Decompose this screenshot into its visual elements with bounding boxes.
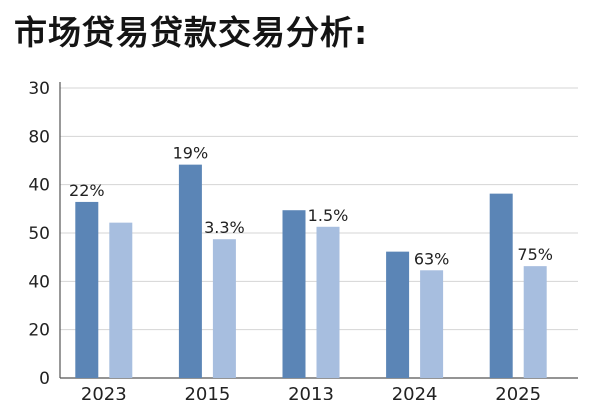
bar-layer (75, 164, 547, 378)
data-label: 63% (414, 249, 450, 268)
data-label: 3.3% (204, 218, 245, 237)
data-label: 19% (173, 144, 209, 163)
x-tick-label: 2023 (81, 384, 127, 400)
bar (282, 210, 306, 378)
bar (316, 226, 340, 378)
y-tick-label: 80 (28, 127, 50, 147)
y-tick-label: 50 (28, 224, 50, 244)
axis-layer: 0 20 40 50 40 80 30 2023 2015 2013 2024 2025 (28, 79, 578, 400)
bar (75, 201, 99, 378)
y-tick-label: 20 (28, 321, 50, 341)
label-layer: 22% 19% 3.3% 1.5% 63% 75% (69, 144, 553, 269)
bar (523, 266, 547, 378)
bar (109, 222, 133, 378)
y-tick-label: 30 (28, 79, 50, 99)
bar (386, 251, 410, 378)
chart-title: 市场贷易贷款交易分析: (14, 13, 369, 52)
y-tick-label: 40 (28, 272, 50, 292)
x-tick-label: 2025 (495, 384, 541, 400)
bar (420, 270, 444, 378)
y-tick-label: 0 (39, 369, 50, 389)
data-label: 75% (517, 245, 553, 264)
x-tick-label: 2013 (288, 384, 334, 400)
data-label: 1.5% (308, 206, 349, 225)
x-tick-label: 2024 (392, 384, 438, 400)
y-tick-label: 40 (28, 176, 50, 196)
x-tick-label: 2015 (184, 384, 230, 400)
bar (212, 239, 236, 378)
bar (178, 164, 202, 378)
data-label: 22% (69, 181, 105, 200)
bar (489, 193, 513, 378)
